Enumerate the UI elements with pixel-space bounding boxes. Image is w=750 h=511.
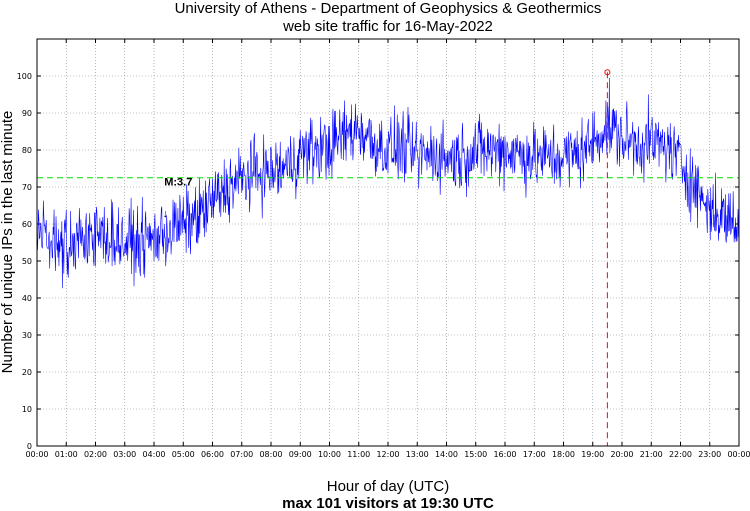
max-visitors-footer: max 101 visitors at 19:30 UTC [282, 495, 494, 511]
x-tick-label: 01:00 [55, 450, 78, 459]
x-tick-label: 15:00 [464, 450, 487, 459]
y-tick-label: 90 [22, 109, 32, 118]
x-tick-label: 06:00 [201, 450, 224, 459]
x-tick-label: 11:00 [347, 450, 370, 459]
x-tick-label: 21:00 [640, 450, 663, 459]
chart-title-line1: University of Athens - Department of Geo… [175, 0, 602, 17]
x-tick-label: 16:00 [493, 450, 516, 459]
x-tick-label: 12:00 [376, 450, 399, 459]
x-tick-label: 17:00 [523, 450, 546, 459]
y-tick-label: 10 [22, 405, 32, 414]
x-tick-label: 04:00 [142, 450, 165, 459]
max-marker-dot [604, 69, 611, 76]
x-axis-label: Hour of day (UTC) [327, 478, 450, 495]
x-tick-label: 22:00 [669, 450, 692, 459]
y-tick-label: 80 [22, 146, 32, 155]
grid-lines [37, 39, 739, 446]
traffic-series-line [36, 77, 740, 289]
x-tick-label: 20:00 [610, 450, 633, 459]
y-tick-label: 60 [22, 220, 32, 229]
x-tick-label: 00:00 [727, 450, 750, 459]
x-tick-label: 00:00 [25, 450, 48, 459]
series-layer [36, 77, 740, 289]
y-tick-label: 20 [22, 368, 32, 377]
x-tick-label: 03:00 [113, 450, 136, 459]
x-tick-label: 08:00 [259, 450, 282, 459]
y-tick-label: 30 [22, 331, 32, 340]
x-tick-label: 02:00 [84, 450, 107, 459]
x-tick-label: 09:00 [289, 450, 312, 459]
x-tick-label: 07:00 [230, 450, 253, 459]
y-axis-label: Number of unique IPs in the last minute [0, 111, 16, 374]
earthquake-annotation-label: M:3.7 [164, 176, 192, 188]
y-tick-label: 100 [17, 72, 32, 81]
x-tick-label: 18:00 [552, 450, 575, 459]
x-tick-label: 05:00 [172, 450, 195, 459]
earthquake-annotation-arrow: ↓ [162, 208, 168, 220]
y-tick-label: 70 [22, 183, 32, 192]
chart-title-line2: web site traffic for 16-May-2022 [282, 18, 493, 35]
x-axis-ticks: 00:00 01:00 02:00 03:00 04:00 05:00 06:00 07:00… [25, 39, 750, 459]
y-axis-ticks: 0 10 20 30 40 50 60 70 80 90 100 [17, 72, 739, 451]
y-tick-label: 50 [22, 257, 32, 266]
x-tick-label: 23:00 [698, 450, 721, 459]
x-tick-label: 19:00 [581, 450, 604, 459]
x-tick-label: 10:00 [318, 450, 341, 459]
y-tick-label: 0 [27, 442, 32, 451]
y-tick-label: 40 [22, 294, 32, 303]
x-tick-label: 14:00 [435, 450, 458, 459]
plot-frame [36, 38, 740, 447]
x-tick-label: 13:00 [406, 450, 429, 459]
